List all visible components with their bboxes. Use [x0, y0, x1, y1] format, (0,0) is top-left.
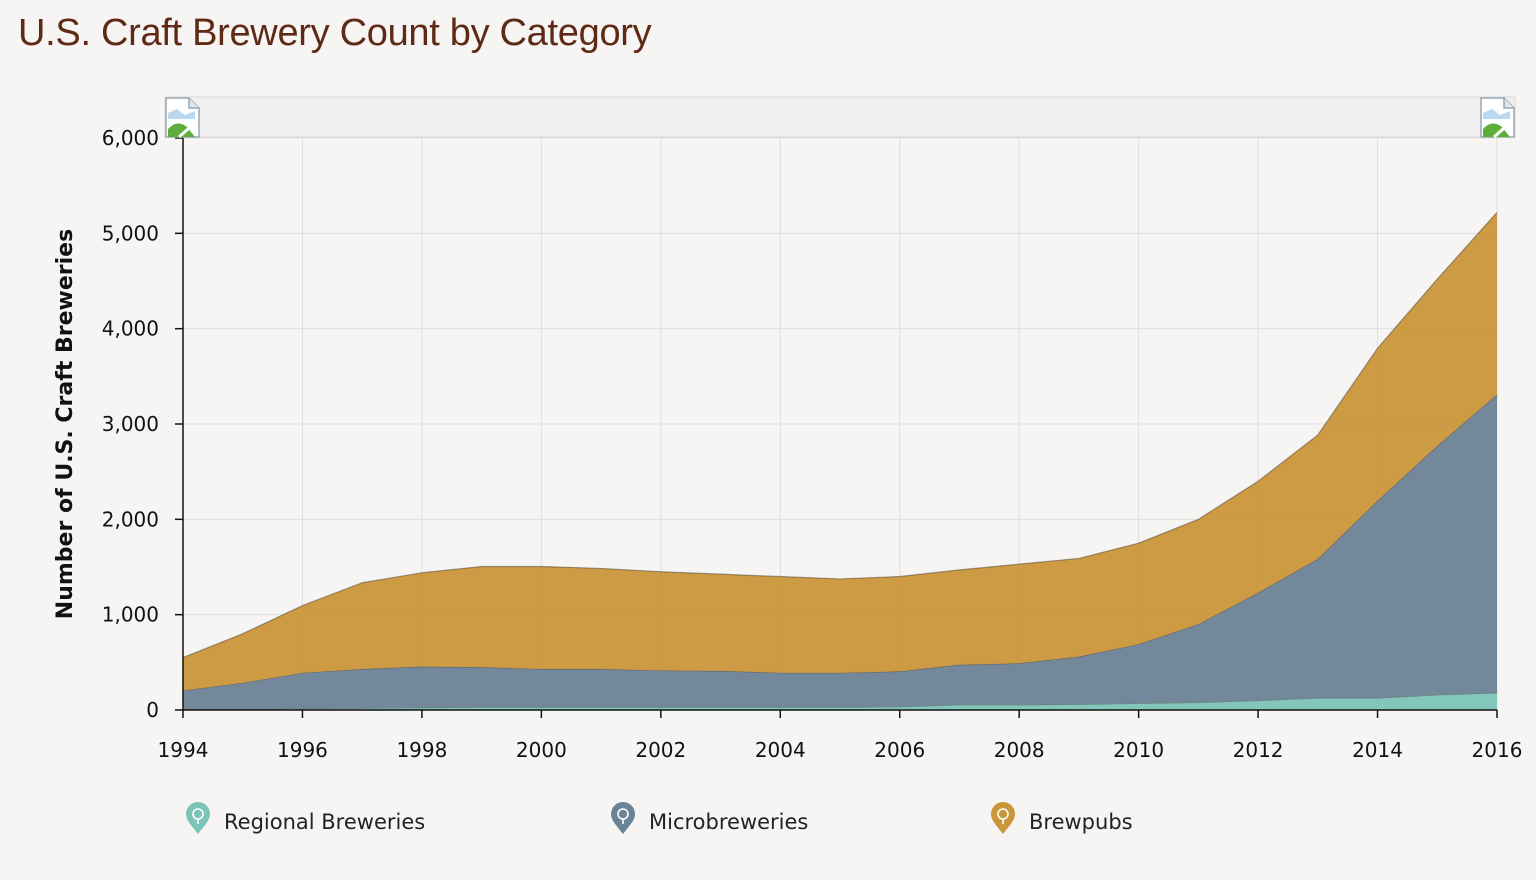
legend[interactable]: Regional Breweries Microbreweries Brewpubs: [186, 802, 1133, 834]
stacked-areas[interactable]: [182, 211, 1498, 710]
area-brewpubs[interactable]: [183, 212, 1497, 691]
x-tick-label: 2008: [994, 738, 1045, 762]
legend-item[interactable]: Regional Breweries: [186, 802, 425, 834]
x-tick-label: 2010: [1113, 738, 1164, 762]
regional-brewery-marker-icon: [186, 802, 210, 834]
x-tick-label: 1994: [158, 738, 209, 762]
x-tick-label: 1998: [396, 738, 447, 762]
x-tick-label: 2002: [635, 738, 686, 762]
line-brewpubs: [182, 211, 1498, 659]
area-microbreweries[interactable]: [183, 394, 1497, 710]
tick-labels: 0 1,000 2,000 3,000 4,000 5,000 6,000 1994 1996 1…: [102, 126, 1523, 762]
x-tick-label: 2016: [1472, 738, 1523, 762]
range-navigator[interactable]: [164, 96, 1516, 139]
y-tick-label: 1,000: [102, 603, 159, 627]
x-tick-label: 2006: [874, 738, 925, 762]
y-tick-label: 3,000: [102, 412, 159, 436]
legend-item[interactable]: Brewpubs: [991, 802, 1133, 834]
navigator-right-handle[interactable]: [1480, 97, 1515, 139]
y-tick-label: 0: [146, 698, 159, 722]
axes: [175, 137, 1498, 718]
y-axis-title: Number of U.S. Craft Breweries: [53, 229, 78, 619]
navigator-left-handle[interactable]: [165, 97, 200, 139]
brewpub-marker-icon: [991, 802, 1015, 834]
x-tick-label: 2014: [1352, 738, 1403, 762]
legend-label: Regional Breweries: [224, 810, 425, 834]
broken-image-icon: [1480, 97, 1515, 139]
y-tick-label: 2,000: [102, 507, 159, 531]
microbrewery-marker-icon: [611, 802, 635, 834]
y-tick-label: 5,000: [102, 221, 159, 245]
y-tick-label: 4,000: [102, 317, 159, 341]
y-tick-label: 6,000: [102, 126, 159, 150]
chart-title: U.S. Craft Brewery Count by Category: [18, 12, 652, 54]
legend-label: Microbreweries: [649, 810, 808, 834]
x-tick-label: 2012: [1233, 738, 1284, 762]
legend-label: Brewpubs: [1029, 810, 1133, 834]
legend-item[interactable]: Microbreweries: [611, 802, 808, 834]
x-tick-label: 2004: [755, 738, 806, 762]
area-regional-breweries[interactable]: [183, 692, 1497, 710]
x-tick-label: 2000: [516, 738, 567, 762]
x-tick-label: 1996: [277, 738, 328, 762]
broken-image-icon: [165, 97, 200, 139]
navigator-track[interactable]: [164, 96, 1516, 138]
